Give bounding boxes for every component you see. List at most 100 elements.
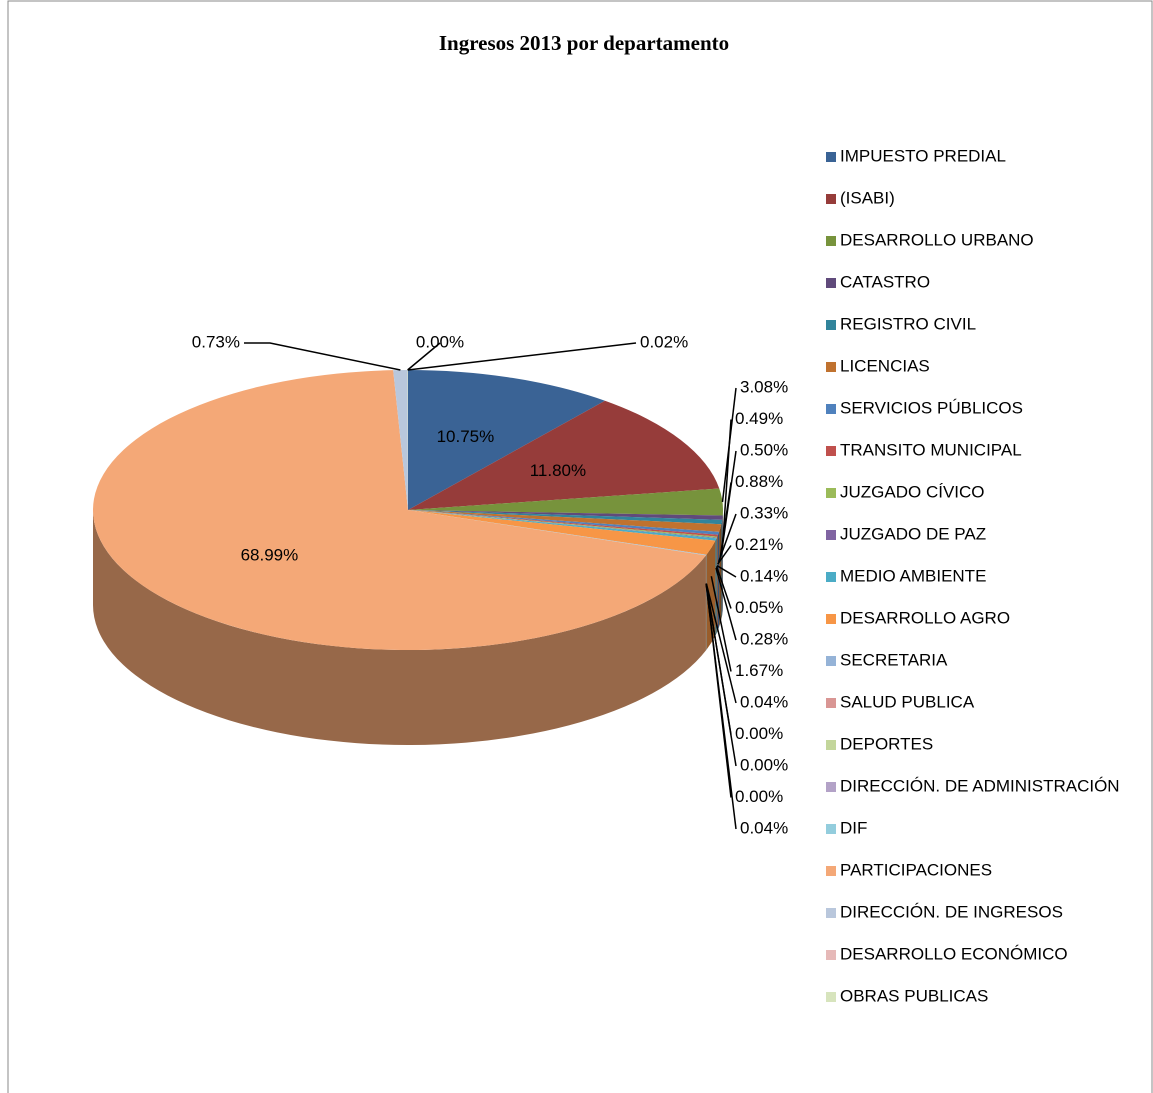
pie-slice: [408, 510, 719, 537]
leader-line: [721, 419, 732, 547]
data-label: 0.00%: [735, 787, 783, 806]
legend-swatch: [826, 320, 836, 330]
data-label: 10.75%: [437, 427, 495, 446]
pie-slice: [408, 400, 720, 510]
data-label: 0.73%: [192, 332, 240, 351]
leader-line: [407, 342, 637, 371]
legend-label: DIRECCIÓN. DE ADMINISTRACIÓN: [840, 776, 1120, 795]
legend-swatch: [826, 866, 836, 876]
legend-label: IMPUESTO PREDIAL: [840, 146, 1006, 165]
legend-swatch: [826, 908, 836, 918]
leader-line: [244, 342, 401, 371]
leader-line: [705, 583, 737, 704]
pie-side: [718, 531, 720, 630]
data-label: 0.05%: [735, 598, 783, 617]
data-label: 0.04%: [740, 692, 788, 711]
legend-swatch: [826, 614, 836, 624]
pie-slice: [408, 510, 723, 520]
data-label: 0.33%: [740, 503, 788, 522]
pie-slice: [408, 510, 722, 532]
legend-label: DIRECCIÓN. DE INGRESOS: [840, 902, 1063, 921]
data-label: 0.00%: [416, 332, 464, 351]
legend-swatch: [826, 572, 836, 582]
legend-swatch: [826, 992, 836, 1002]
legend-swatch: [826, 404, 836, 414]
pie-slice: [408, 510, 707, 556]
legend-label: CATASTRO: [840, 272, 930, 291]
data-label: 0.04%: [740, 818, 788, 837]
pie-side: [93, 510, 706, 745]
legend-swatch: [826, 824, 836, 834]
data-label: 0.00%: [735, 724, 783, 743]
legend-label: REGISTRO CIVIL: [840, 314, 976, 333]
legend-swatch: [826, 362, 836, 372]
data-label: 0.50%: [740, 440, 788, 459]
leader-line: [717, 545, 732, 565]
data-label: 0.14%: [740, 566, 788, 585]
legend-label: JUZGADO DE PAZ: [840, 524, 986, 543]
legend-label: DESARROLLO URBANO: [840, 230, 1034, 249]
data-label: 11.80%: [530, 461, 586, 480]
pie-slice: [408, 510, 718, 538]
chart-title: Ingresos 2013 por departamento: [439, 31, 729, 55]
pie-slice: [408, 510, 716, 555]
pie-side: [717, 534, 719, 632]
leader-line: [407, 342, 441, 371]
data-label: 0.28%: [740, 629, 788, 648]
legend-swatch: [826, 278, 836, 288]
legend-swatch: [826, 950, 836, 960]
legend-swatch: [826, 656, 836, 666]
pie-slice: [408, 510, 723, 525]
leader-line: [705, 583, 737, 830]
data-label: 68.99%: [241, 546, 299, 565]
legend-label: SECRETARIA: [840, 650, 948, 669]
legend-label: SERVICIOS PÚBLICOS: [840, 398, 1023, 417]
legend-label: DEPORTES: [840, 734, 933, 753]
legend-swatch: [826, 446, 836, 456]
legend-label: DESARROLLO AGRO: [840, 608, 1010, 627]
data-label: 0.00%: [740, 755, 788, 774]
legend-swatch: [826, 698, 836, 708]
leader-line: [716, 565, 737, 578]
pie-slice: [408, 510, 717, 539]
leader-line: [715, 566, 732, 609]
pie-slice: [92, 370, 706, 650]
legend-label: PARTICIPACIONES: [840, 860, 992, 879]
leader-line: [717, 513, 737, 563]
legend-label: LICENCIAS: [840, 356, 930, 375]
legend-label: JUZGADO CÍVICO: [840, 482, 985, 501]
legend-swatch: [826, 488, 836, 498]
legend-label: OBRAS PUBLICAS: [840, 986, 988, 1005]
pie-slice: [408, 510, 720, 535]
pie-slice: [393, 370, 408, 510]
pie-side: [722, 515, 723, 615]
legend-label: SALUD PUBLICA: [840, 692, 975, 711]
legend-swatch: [826, 152, 836, 162]
pie-slice: [408, 510, 707, 556]
legend-label: TRANSITO MUNICIPAL: [840, 440, 1022, 459]
legend-swatch: [826, 236, 836, 246]
legend-label: (ISABI): [840, 188, 895, 207]
pie-side: [715, 538, 717, 636]
leader-line: [715, 567, 737, 641]
pie-slice: [408, 370, 605, 510]
legend-swatch: [826, 194, 836, 204]
pie-slice: [408, 510, 717, 541]
data-label: 0.02%: [640, 332, 688, 351]
data-label: 0.88%: [735, 472, 783, 491]
legend-label: MEDIO AMBIENTE: [840, 566, 986, 585]
legend-swatch: [826, 782, 836, 792]
leader-line: [710, 576, 732, 672]
legend-swatch: [826, 740, 836, 750]
data-label: 3.08%: [740, 377, 788, 396]
leader-line: [719, 482, 732, 557]
data-label: 1.67%: [735, 661, 783, 680]
legend-label: DIF: [840, 818, 867, 837]
legend-label: DESARROLLO ECONÓMICO: [840, 944, 1068, 963]
pie-slice: [408, 488, 723, 516]
pie-side: [716, 536, 718, 633]
legend-swatch: [826, 530, 836, 540]
data-label: 0.21%: [735, 535, 783, 554]
leader-line: [705, 583, 737, 767]
data-label: 0.49%: [735, 409, 783, 428]
